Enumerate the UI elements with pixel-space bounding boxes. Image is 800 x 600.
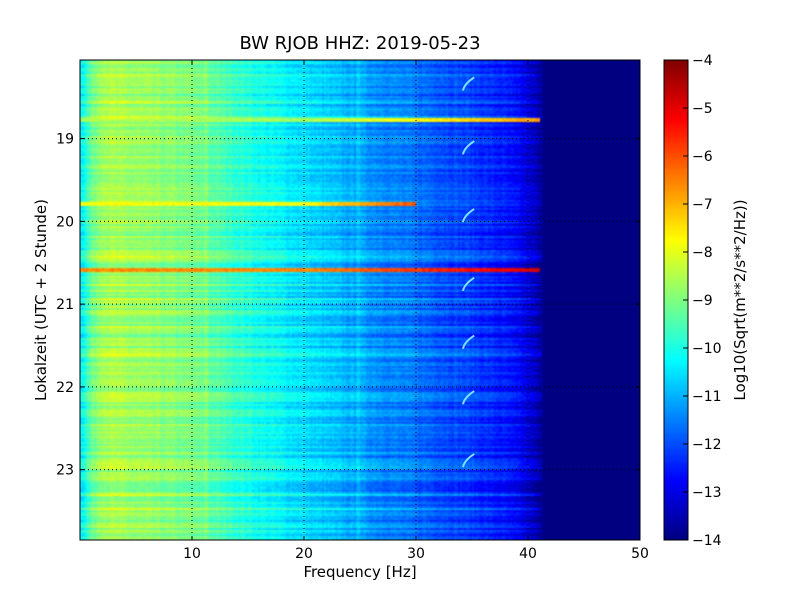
- recurring-feature-mark: [462, 140, 475, 155]
- colorbar-tick-label: −14: [692, 533, 722, 549]
- x-tick-label: 50: [631, 546, 649, 562]
- recurring-feature-mark: [462, 208, 475, 223]
- x-tick-label: 20: [295, 546, 313, 562]
- recurring-feature-mark: [462, 76, 475, 91]
- colorbar-tick-label: −6: [692, 149, 713, 165]
- x-tick-label: 40: [519, 546, 537, 562]
- colorbar-ticks: −4 −5 −6 −7 −8 −9 −10 −11 −12 −13 −14: [683, 53, 722, 549]
- chart-title: BW RJOB HHZ: 2019-05-23: [239, 33, 480, 54]
- y-axis: 19 20 21 22 23: [56, 132, 640, 479]
- spectrogram-plot-area: [79, 59, 641, 541]
- colorbar-tick-label: −4: [692, 53, 713, 69]
- colorbar: −4 −5 −6 −7 −8 −9 −10 −11 −12 −13 −14 Log10(Sqrt(m…: [663, 53, 749, 549]
- colorbar-tick-label: −5: [692, 101, 713, 117]
- y-tick-label: 21: [56, 297, 74, 313]
- recurring-feature-mark: [462, 276, 475, 292]
- colorbar-tick-label: −13: [692, 485, 722, 501]
- x-axis-label: Frequency [Hz]: [303, 563, 416, 581]
- x-tick-label: 10: [183, 546, 201, 562]
- recurring-feature-mark: [462, 453, 475, 468]
- colorbar-tick-label: −7: [692, 197, 713, 213]
- spectrogram-heatmap: [80, 60, 640, 540]
- y-tick-label: 22: [56, 380, 74, 396]
- recurring-feature-mark: [462, 334, 475, 350]
- colorbar-label: Log10(Sqrt(m**2/s**2/Hz)): [731, 199, 749, 400]
- x-tick-label: 30: [407, 546, 425, 562]
- y-tick-label: 20: [56, 214, 74, 230]
- colorbar-tick-label: −9: [692, 293, 713, 309]
- colorbar-tick-label: −12: [692, 437, 722, 453]
- grid-lines: [80, 60, 640, 540]
- colorbar-tick-label: −8: [692, 245, 713, 261]
- recurring-feature-mark: [462, 390, 475, 405]
- y-tick-label: 23: [56, 463, 74, 479]
- colorbar-tick-label: −11: [692, 389, 722, 405]
- recurring-features: [462, 76, 475, 468]
- y-axis-label: Lokalzeit (UTC + 2 Stunde): [32, 199, 50, 401]
- y-tick-label: 19: [56, 132, 74, 148]
- x-axis: 10 20 30 40 50: [183, 60, 649, 562]
- plot-frame: [79, 59, 641, 541]
- colorbar-tick-label: −10: [692, 341, 722, 357]
